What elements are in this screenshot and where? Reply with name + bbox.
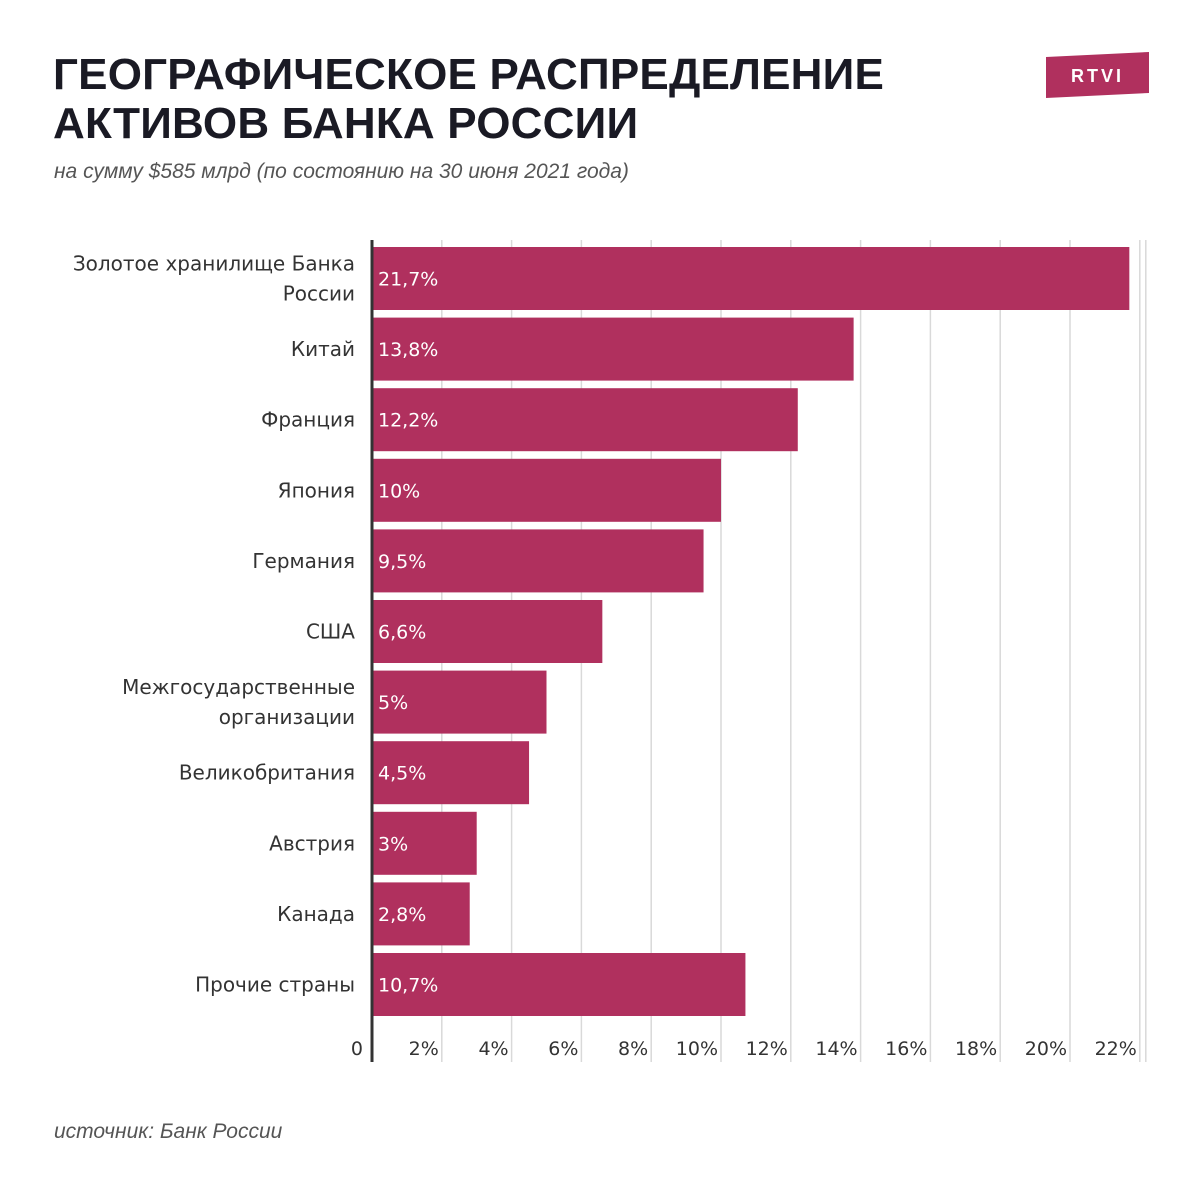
- chart-title: ГЕОГРАФИЧЕСКОЕ РАСПРЕДЕЛЕНИЕ АКТИВОВ БАН…: [53, 50, 884, 148]
- source-note: источник: Банк России: [54, 1120, 283, 1143]
- bar-7: [372, 741, 530, 805]
- tick-label-0: 0: [351, 1038, 363, 1060]
- category-label-2: Франция: [261, 408, 355, 432]
- category-label-10: Прочие страны: [195, 973, 355, 997]
- tick-label-2: 2%: [409, 1038, 439, 1060]
- category-label-6-line-2: организации: [219, 705, 355, 729]
- tick-label-4: 4%: [478, 1038, 508, 1060]
- category-label-3: Япония: [278, 478, 355, 502]
- tick-label-10: 10%: [676, 1038, 718, 1060]
- bar-value-label-1: 13,8%: [378, 339, 438, 361]
- bar-5: [372, 600, 603, 663]
- category-label-9: Канада: [277, 902, 355, 926]
- bar-value-label-4: 9,5%: [378, 551, 426, 573]
- bar-8: [372, 811, 477, 875]
- bar-value-label-9: 2,8%: [378, 904, 426, 926]
- tick-label-22: 22%: [1095, 1038, 1137, 1060]
- tick-label-14: 14%: [815, 1038, 857, 1060]
- bar-value-label-10: 10,7%: [378, 975, 438, 997]
- chart-title-line-1: ГЕОГРАФИЧЕСКОЕ РАСПРЕДЕЛЕНИЕ: [53, 50, 885, 99]
- rtvi-logo: RTVI: [1046, 52, 1149, 98]
- tick-label-18: 18%: [955, 1038, 997, 1060]
- bar-10: [372, 953, 746, 1016]
- category-label-4: Германия: [252, 549, 355, 573]
- bar-3: [372, 458, 721, 522]
- bar-value-label-6: 5%: [378, 692, 408, 714]
- category-label-8: Австрия: [269, 831, 355, 855]
- bar-0: [372, 247, 1130, 310]
- tick-label-16: 16%: [885, 1038, 927, 1060]
- bar-value-label-2: 12,2%: [378, 410, 438, 432]
- bar-value-label-5: 6,6%: [378, 622, 426, 644]
- bar-9: [372, 882, 470, 946]
- chart-subtitle: на сумму $585 млрд (по состоянию на 30 и…: [54, 160, 629, 183]
- chart-title-line-2: АКТИВОВ БАНКА РОССИИ: [53, 99, 639, 148]
- bar-1: [372, 317, 854, 381]
- category-label-7: Великобритания: [179, 761, 355, 785]
- bar-6: [372, 670, 547, 734]
- category-label-1: Китай: [291, 337, 355, 361]
- tick-label-12: 12%: [746, 1038, 788, 1060]
- tick-label-8: 8%: [618, 1038, 648, 1060]
- bar-value-label-7: 4,5%: [378, 763, 426, 785]
- tick-label-20: 20%: [1025, 1038, 1067, 1060]
- category-label-5: США: [306, 620, 355, 644]
- bar-value-label-8: 3%: [378, 833, 408, 855]
- bar-value-label-3: 10%: [378, 480, 420, 502]
- category-label-6-line-1: Межгосударственные: [122, 675, 355, 699]
- category-label-0-line-2: России: [283, 282, 355, 306]
- logo-text: RTVI: [1071, 66, 1124, 86]
- category-label-0-line-1: Золотое хранилище Банка: [73, 252, 355, 276]
- bar-4: [372, 529, 704, 593]
- bar-value-label-0: 21,7%: [378, 269, 438, 291]
- tick-label-6: 6%: [548, 1038, 578, 1060]
- bar-2: [372, 388, 798, 452]
